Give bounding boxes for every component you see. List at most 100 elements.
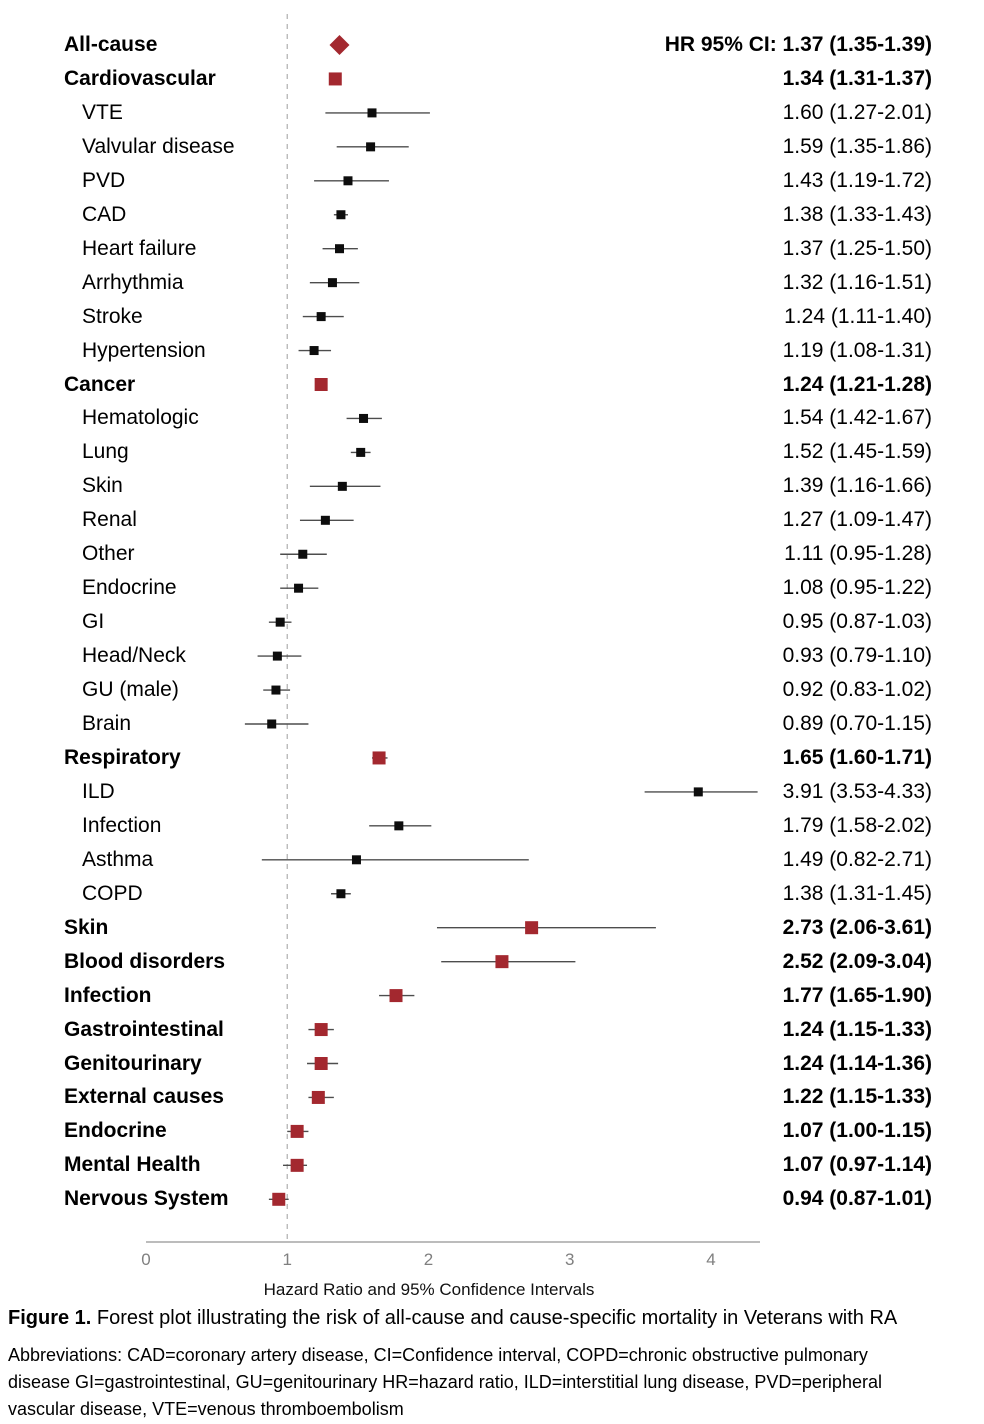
square-marker bbox=[272, 651, 282, 661]
row-label: Infection bbox=[64, 983, 152, 1007]
square-marker bbox=[495, 955, 509, 969]
square-marker bbox=[314, 378, 328, 391]
square-marker bbox=[314, 1057, 328, 1070]
square-marker bbox=[290, 1158, 304, 1172]
abbreviations-line: Abbreviations: CAD=coronary artery disea… bbox=[8, 1345, 868, 1365]
hr-value: 1.07 (1.00-1.15) bbox=[782, 1119, 932, 1143]
hr-value: 1.52 (1.45-1.59) bbox=[782, 440, 932, 464]
square-marker bbox=[336, 210, 346, 220]
hr-value: 1.59 (1.35-1.86) bbox=[782, 134, 932, 158]
square-marker bbox=[320, 515, 330, 525]
square-marker bbox=[327, 278, 337, 288]
hr-value: 0.89 (0.70-1.15) bbox=[782, 712, 932, 735]
square-marker bbox=[343, 176, 353, 186]
hr-value: 1.22 (1.15-1.33) bbox=[782, 1085, 932, 1109]
hr-value: 1.27 (1.09-1.47) bbox=[782, 508, 932, 532]
x-axis-title: Hazard Ratio and 95% Confidence Interval… bbox=[263, 1280, 595, 1299]
square-marker bbox=[337, 481, 347, 491]
hr-value: 1.32 (1.16-1.51) bbox=[782, 270, 932, 294]
square-marker bbox=[394, 821, 404, 831]
hr-value: 1.38 (1.33-1.43) bbox=[782, 202, 932, 226]
row-label: Genitourinary bbox=[64, 1051, 202, 1075]
row-label: Nervous System bbox=[64, 1187, 229, 1211]
square-marker bbox=[290, 1124, 304, 1138]
hr-value: 1.11 (0.95-1.28) bbox=[784, 542, 932, 566]
square-marker bbox=[275, 617, 285, 627]
row-label: Hypertension bbox=[82, 338, 206, 362]
abbreviations-line: disease GI=gastrointestinal, GU=genitour… bbox=[8, 1372, 882, 1392]
abbreviations-line: vascular disease, VTE=venous thromboembo… bbox=[8, 1399, 404, 1419]
hr-value: 1.24 (1.14-1.36) bbox=[782, 1051, 932, 1075]
row-label: Gastrointestinal bbox=[64, 1017, 224, 1041]
square-marker bbox=[316, 312, 326, 322]
row-label: PVD bbox=[82, 168, 126, 192]
row-label: Cardiovascular bbox=[64, 66, 216, 90]
row-label: Infection bbox=[82, 813, 162, 837]
figure-caption: Figure 1. Forest plot illustrating the r… bbox=[8, 1305, 978, 1332]
square-marker bbox=[294, 583, 304, 593]
diamond-marker bbox=[329, 35, 350, 55]
hr-value: 1.60 (1.27-2.01) bbox=[782, 100, 932, 124]
row-label: External causes bbox=[64, 1085, 224, 1109]
row-label: Skin bbox=[64, 915, 109, 939]
hr-value: 0.95 (0.87-1.03) bbox=[782, 610, 932, 634]
row-label: Respiratory bbox=[64, 745, 181, 769]
x-tick-label: 2 bbox=[423, 1250, 434, 1269]
row-label: Cancer bbox=[64, 372, 136, 396]
hr-value: 2.52 (2.09-3.04) bbox=[782, 949, 932, 973]
row-label: All-cause bbox=[64, 33, 158, 56]
square-marker bbox=[271, 685, 281, 695]
hr-value: 3.91 (3.53-4.33) bbox=[782, 779, 932, 803]
x-tick-label: 4 bbox=[706, 1250, 716, 1269]
square-marker bbox=[372, 751, 386, 765]
row-label: Other bbox=[82, 542, 135, 566]
square-marker bbox=[389, 989, 403, 1003]
hr-value: 0.93 (0.79-1.10) bbox=[782, 644, 932, 668]
square-marker bbox=[267, 719, 277, 729]
hr-value: 1.34 (1.31-1.37) bbox=[782, 66, 932, 90]
square-marker bbox=[328, 72, 342, 86]
row-label: ILD bbox=[82, 779, 115, 803]
row-label: GU (male) bbox=[82, 678, 179, 702]
hr-value: 1.39 (1.16-1.66) bbox=[782, 474, 932, 498]
row-label: Heart failure bbox=[82, 236, 197, 260]
hr-value: 1.37 (1.25-1.50) bbox=[782, 236, 932, 260]
x-tick-label: 3 bbox=[565, 1250, 575, 1269]
row-label: GI bbox=[82, 610, 105, 634]
hr-value: 1.19 (1.08-1.31) bbox=[782, 338, 932, 362]
square-marker bbox=[525, 921, 539, 935]
hr-value: 1.43 (1.19-1.72) bbox=[782, 168, 932, 192]
hr-value: 1.38 (1.31-1.45) bbox=[782, 881, 932, 905]
hr-value: 1.77 (1.65-1.90) bbox=[782, 983, 932, 1007]
row-label: Brain bbox=[82, 712, 132, 735]
square-marker bbox=[367, 108, 377, 118]
square-marker bbox=[366, 142, 376, 152]
square-marker bbox=[309, 346, 319, 356]
row-label: Mental Health bbox=[64, 1153, 201, 1177]
row-label: Stroke bbox=[82, 304, 143, 328]
row-label: Lung bbox=[82, 440, 129, 464]
square-marker bbox=[336, 889, 346, 899]
x-tick-label: 0 bbox=[141, 1250, 151, 1269]
hr-value: 1.79 (1.58-2.02) bbox=[782, 813, 932, 837]
square-marker bbox=[351, 855, 361, 865]
row-label: VTE bbox=[82, 100, 123, 124]
hr-value: 1.49 (0.82-2.71) bbox=[782, 847, 932, 871]
hr-value: 1.24 (1.15-1.33) bbox=[782, 1017, 932, 1041]
row-label: Head/Neck bbox=[82, 644, 186, 668]
hr-value: 2.73 (2.06-3.61) bbox=[782, 915, 932, 939]
hr-column-header-value: HR 95% CI: 1.37 (1.35-1.39) bbox=[664, 33, 932, 56]
row-label: Endocrine bbox=[82, 576, 177, 600]
row-label: Valvular disease bbox=[82, 134, 235, 158]
hr-value: 1.07 (0.97-1.14) bbox=[782, 1153, 932, 1177]
hr-value: 1.54 (1.42-1.67) bbox=[782, 406, 932, 430]
row-label: Skin bbox=[82, 474, 123, 498]
row-label: Arrhythmia bbox=[82, 270, 184, 294]
figure-caption-text: Forest plot illustrating the risk of all… bbox=[91, 1307, 898, 1329]
square-marker bbox=[335, 244, 345, 254]
hr-value: 1.24 (1.11-1.40) bbox=[784, 304, 932, 328]
row-label: Endocrine bbox=[64, 1119, 167, 1143]
